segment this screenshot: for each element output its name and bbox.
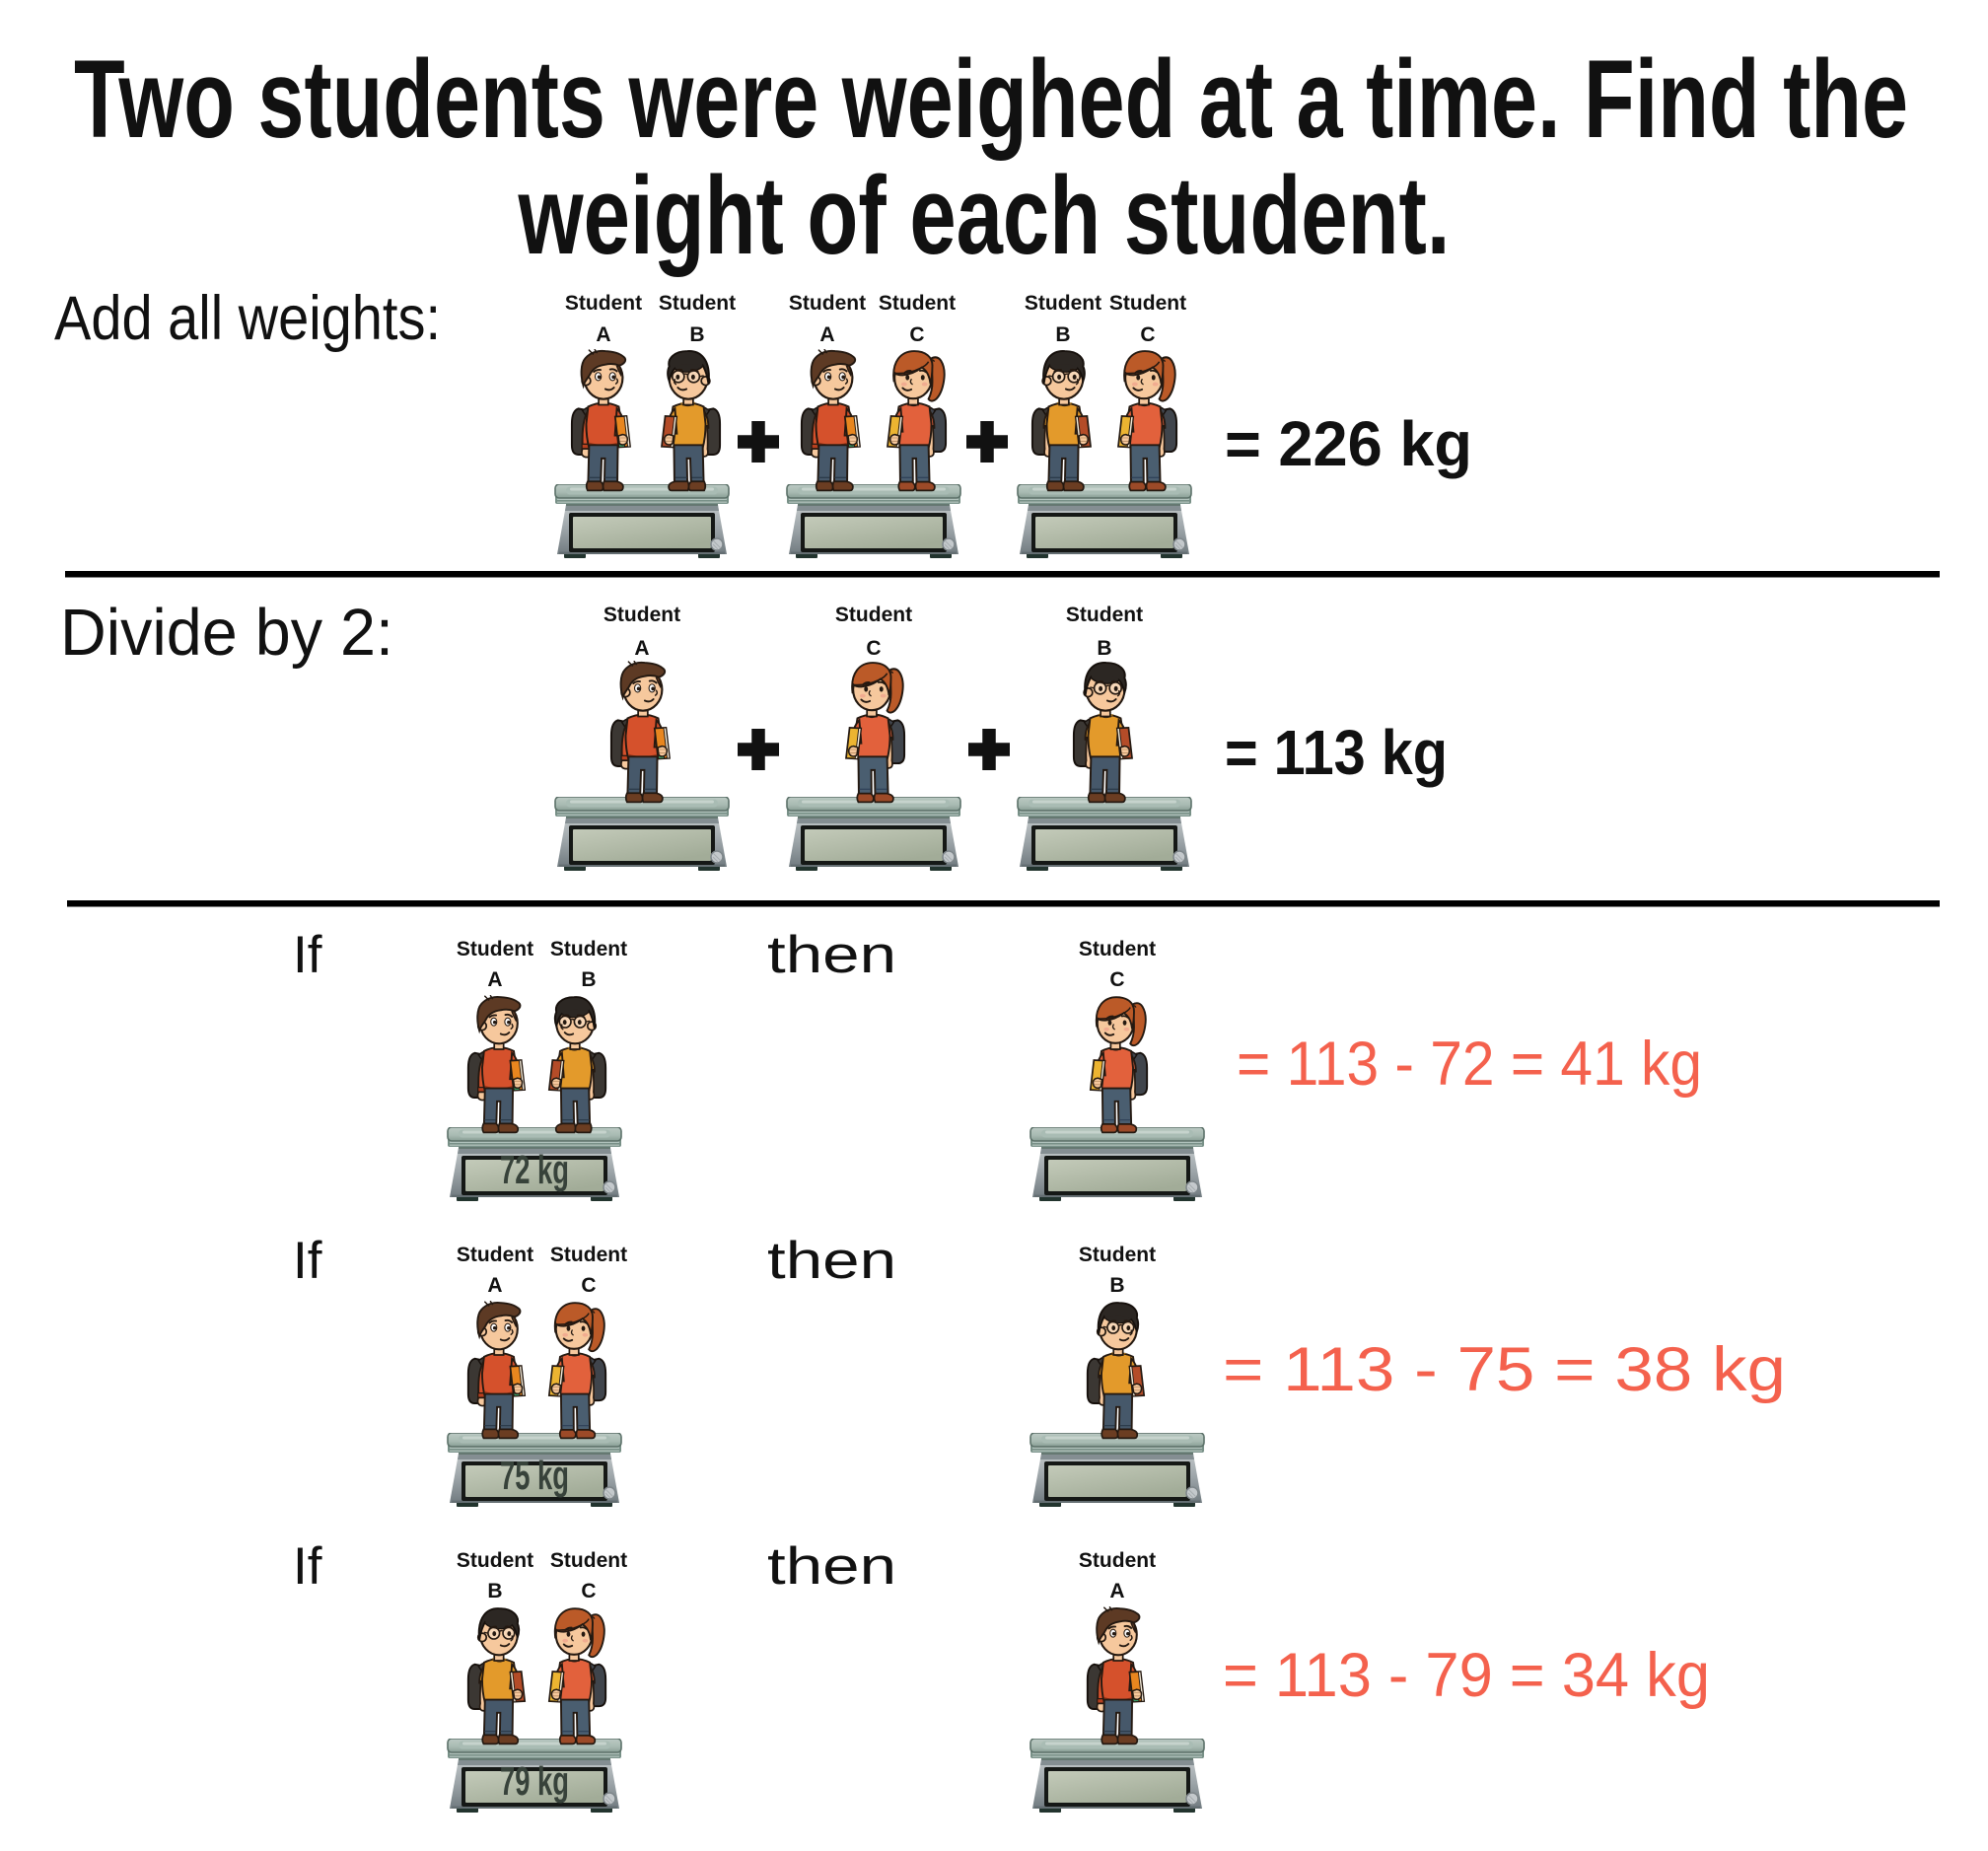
svg-text:C: C [1140, 323, 1155, 346]
svg-text:A: A [634, 637, 649, 660]
svg-text:Student: Student [1079, 1549, 1156, 1572]
svg-text:Two students were weighed at a: Two students were weighed at a time. Fin… [74, 37, 1908, 161]
svg-text:Divide by 2:: Divide by 2: [60, 596, 393, 670]
svg-text:Student: Student [1025, 292, 1101, 315]
svg-text:Student: Student [1066, 604, 1143, 626]
svg-text:If: If [293, 1232, 322, 1290]
svg-text:then: then [767, 926, 896, 984]
svg-text:= 113 - 79 = 34 kg: = 113 - 79 = 34 kg [1223, 1641, 1710, 1710]
svg-text:B: B [581, 968, 596, 991]
svg-text:then: then [767, 1537, 896, 1596]
svg-text:75 kg: 75 kg [500, 1453, 569, 1498]
svg-text:Student: Student [457, 1244, 533, 1266]
svg-text:Student: Student [1109, 292, 1186, 315]
svg-text:A: A [487, 1274, 502, 1297]
svg-text:Student: Student [457, 1549, 533, 1572]
svg-text:Add all weights:: Add all weights: [54, 284, 441, 353]
svg-text:Student: Student [565, 292, 642, 315]
svg-text:A: A [1109, 1580, 1124, 1602]
svg-text:Student: Student [789, 292, 866, 315]
svg-text:B: B [1055, 323, 1070, 346]
svg-text:A: A [487, 968, 502, 991]
svg-text:B: B [1097, 637, 1111, 660]
svg-text:Student: Student [457, 938, 533, 961]
svg-text:= 113 kg: = 113 kg [1225, 717, 1448, 788]
svg-text:= 113 - 75 = 38 kg: = 113 - 75 = 38 kg [1223, 1335, 1786, 1404]
svg-text:then: then [767, 1232, 896, 1290]
svg-text:Student: Student [550, 938, 627, 961]
svg-text:B: B [1109, 1274, 1124, 1297]
svg-text:C: C [866, 637, 881, 660]
svg-text:C: C [581, 1580, 596, 1602]
svg-text:79 kg: 79 kg [500, 1758, 569, 1804]
svg-text:= 113 - 72 = 41 kg: = 113 - 72 = 41 kg [1237, 1030, 1702, 1099]
svg-text:Student: Student [550, 1549, 627, 1572]
svg-text:If: If [293, 926, 322, 984]
svg-text:A: A [819, 323, 834, 346]
svg-text:Student: Student [1079, 938, 1156, 961]
svg-text:A: A [596, 323, 610, 346]
svg-text:Student: Student [1079, 1244, 1156, 1266]
svg-text:If: If [293, 1537, 322, 1596]
svg-text:B: B [487, 1580, 502, 1602]
svg-text:Student: Student [604, 604, 680, 626]
svg-text:Student: Student [879, 292, 956, 315]
svg-text:Student: Student [835, 604, 912, 626]
svg-text:B: B [689, 323, 704, 346]
svg-text:weight of each student.: weight of each student. [518, 154, 1451, 277]
svg-text:= 226 kg: = 226 kg [1225, 408, 1472, 479]
svg-text:C: C [1109, 968, 1124, 991]
svg-text:C: C [909, 323, 924, 346]
svg-text:C: C [581, 1274, 596, 1297]
svg-text:72 kg: 72 kg [500, 1147, 569, 1192]
svg-text:Student: Student [550, 1244, 627, 1266]
svg-text:Student: Student [659, 292, 736, 315]
